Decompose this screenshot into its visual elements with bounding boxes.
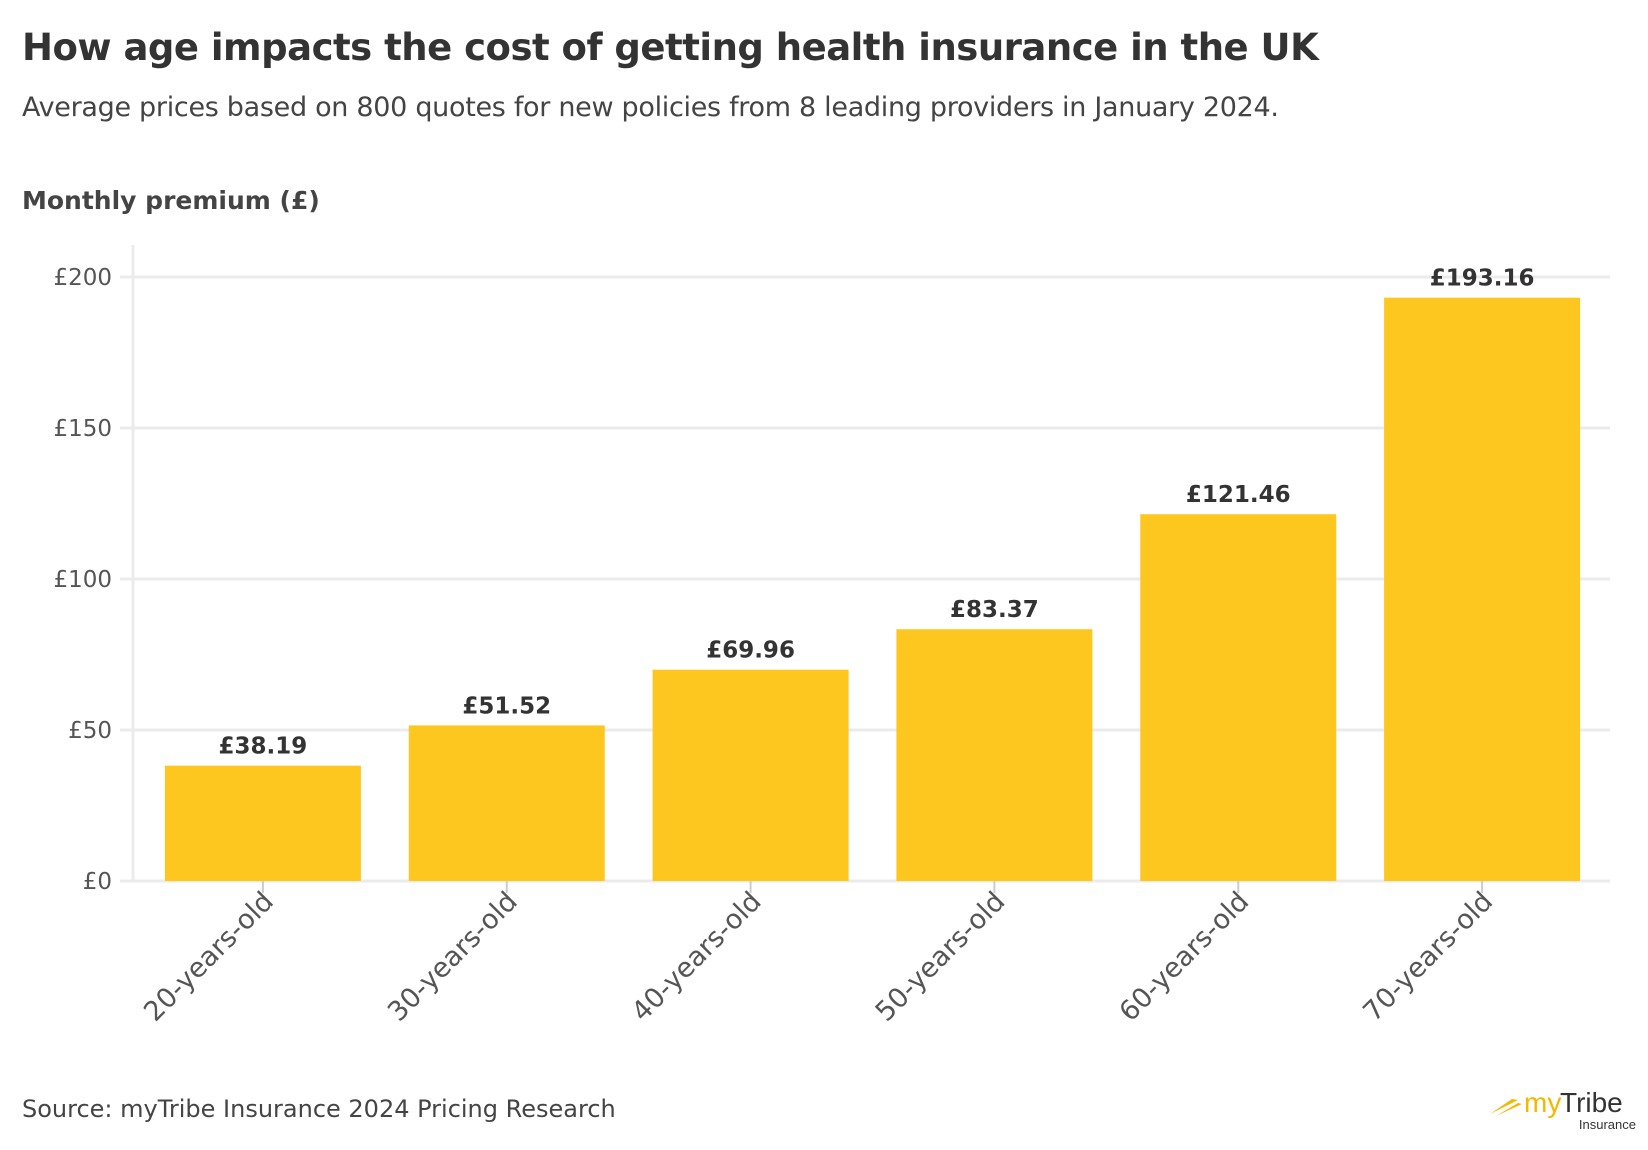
logo-chevron-icon: my Tribe Insurance: [1490, 1087, 1636, 1132]
bar: [1140, 514, 1337, 881]
y-tick-label: £0: [83, 869, 112, 895]
data-label: £69.96: [706, 638, 795, 664]
source-note: Source: myTribe Insurance 2024 Pricing R…: [22, 1095, 616, 1123]
x-tick-label: 50-years-old: [870, 886, 1012, 1028]
bar-chart: £0 £50 £100 £150 £200 £38.19 20-years-old £51.5…: [53, 245, 1610, 1028]
y-tick-label: £200: [53, 265, 112, 291]
y-tick-label: £150: [53, 416, 112, 442]
bar: [896, 629, 1093, 881]
mytribe-logo: my Tribe Insurance: [1488, 1082, 1638, 1132]
y-axis-label: Monthly premium (£): [22, 186, 320, 215]
bar: [408, 725, 605, 881]
data-label: £51.52: [462, 693, 551, 719]
bar: [164, 765, 361, 881]
chart-subtitle: Average prices based on 800 quotes for n…: [22, 92, 1279, 123]
x-tick-label: 20-years-old: [138, 886, 280, 1028]
bar: [1384, 297, 1581, 881]
chart-title: How age impacts the cost of getting heal…: [22, 26, 1319, 69]
svg-text:Insurance: Insurance: [1579, 1117, 1636, 1132]
svg-text:Tribe: Tribe: [1560, 1087, 1623, 1118]
x-tick-label: 60-years-old: [1114, 886, 1256, 1028]
svg-text:my: my: [1524, 1087, 1561, 1118]
x-tick-label: 30-years-old: [382, 886, 524, 1028]
data-label: £38.19: [219, 734, 308, 760]
bar: [652, 669, 849, 881]
x-tick-label: 70-years-old: [1357, 886, 1499, 1028]
y-tick-label: £100: [53, 567, 112, 593]
data-label: £121.46: [1186, 482, 1291, 508]
x-tick-label: 40-years-old: [626, 886, 768, 1028]
data-label: £83.37: [950, 597, 1039, 623]
data-label: £193.16: [1430, 266, 1535, 292]
y-tick-label: £50: [68, 718, 112, 744]
